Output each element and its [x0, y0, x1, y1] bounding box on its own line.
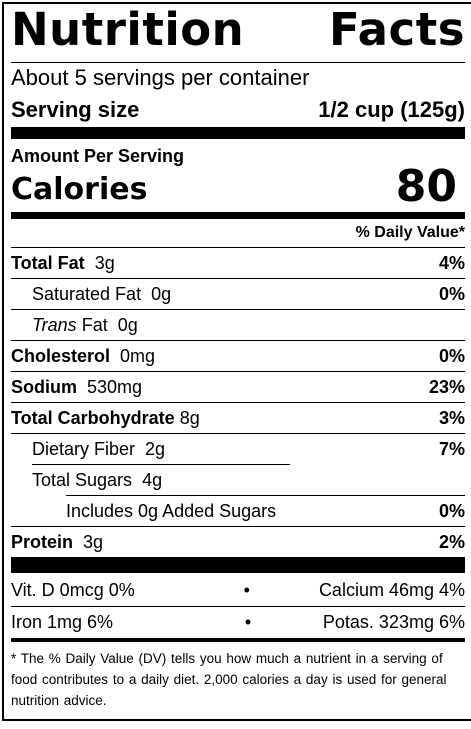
nutrient-dv: 0%	[438, 501, 465, 521]
nutrient-dv: 4%	[438, 253, 465, 273]
calcium: Calcium 46mg 4%	[318, 580, 465, 600]
nutrient-row-cholesterol: Cholesterol 0mg 0%	[11, 340, 465, 371]
thick-divider	[11, 127, 465, 139]
nutrient-dv: 3%	[438, 408, 465, 428]
nutrient-amount: 0g	[117, 315, 138, 335]
divider	[11, 606, 465, 607]
title-left: Nutrition	[11, 3, 245, 56]
nutrient-row-added-sugars: Includes 0g Added Sugars 0%	[66, 495, 465, 526]
amount-per-serving: Amount Per Serving	[11, 146, 185, 166]
bullet-separator: •	[244, 612, 252, 632]
nutrient-name: Total Sugars	[32, 470, 133, 490]
nutrient-amount: 0g	[151, 284, 172, 304]
nutrient-dv: 0%	[438, 346, 465, 366]
nutrient-name: Saturated Fat	[32, 284, 142, 304]
added-sugars-text: Includes 0g Added Sugars	[66, 501, 277, 521]
footnote: * The % Daily Value (DV) tells you how m…	[11, 651, 447, 708]
iron: Iron 1mg 6%	[11, 612, 114, 632]
nutrient-name: Protein	[11, 532, 74, 552]
vitamin-row-2: Iron 1mg 6% • Potas. 323mg 6%	[11, 607, 465, 638]
vitamin-row-1: Vit. D 0mcg 0% • Calcium 46mg 4%	[11, 573, 465, 606]
nutrient-row-total-sugars: Total Sugars 4g	[32, 464, 290, 495]
nutrient-name: Sodium	[11, 377, 77, 397]
nutrient-amount: 0mg	[120, 346, 156, 366]
nutrient-row-sodium: Sodium 530mg 23%	[11, 371, 465, 402]
nutrient-amount: 530mg	[87, 377, 143, 397]
nutrient-row-total-carbohydrate: Total Carbohydrate 8g 3%	[11, 402, 465, 433]
nutrient-name-italic: Trans	[32, 315, 77, 335]
calories-value: 80	[395, 161, 457, 212]
nutrient-dv: 0%	[438, 284, 465, 304]
nutrient-name: Total Fat	[11, 253, 85, 273]
nutrient-row-dietary-fiber: Dietary Fiber 2g 7%	[11, 433, 465, 464]
nutrient-amount: 4g	[142, 470, 163, 490]
nutrient-dv: 23%	[428, 377, 465, 397]
nutrient-row-total-fat: Total Fat 3g 4%	[11, 247, 465, 278]
nutrient-row-saturated-fat: Saturated Fat 0g 0%	[11, 278, 465, 309]
vitamin-d: Vit. D 0mcg 0%	[11, 580, 135, 600]
bullet-separator: •	[243, 580, 250, 600]
calories-label: Calories	[11, 172, 148, 207]
medium-divider	[11, 638, 465, 642]
nutrient-name: Cholesterol	[11, 346, 111, 366]
nutrient-name: Fat	[81, 315, 108, 335]
serving-size-value: 1/2 cup (125g)	[318, 97, 465, 122]
calories-row: Calories 80	[11, 161, 465, 212]
serving-size-label: Serving size	[11, 97, 140, 122]
nutrient-name: Dietary Fiber	[32, 439, 136, 459]
nutrient-dv: 2%	[438, 532, 465, 552]
divider	[11, 62, 465, 63]
nutrient-name: Total Carbohydrate	[11, 408, 175, 428]
nutrient-amount: 2g	[145, 439, 166, 459]
nutrient-amount: 8g	[179, 408, 200, 428]
title-right: Facts	[329, 3, 465, 56]
nutrient-row-trans-fat: Trans Fat 0g	[11, 309, 465, 340]
potassium: Potas. 323mg 6%	[322, 612, 465, 632]
nutrient-row-protein: Protein 3g 2%	[11, 526, 465, 557]
label-title: Nutrition Facts	[11, 4, 465, 62]
thick-divider	[11, 557, 465, 573]
servings-per-container: About 5 servings per container	[11, 65, 310, 90]
nutrient-amount: 3g	[94, 253, 115, 273]
nutrient-amount: 3g	[83, 532, 104, 552]
daily-value-header: % Daily Value*	[355, 224, 465, 241]
nutrient-dv: 7%	[438, 439, 465, 459]
medium-divider	[11, 212, 465, 219]
serving-size-row: Serving size 1/2 cup (125g)	[11, 95, 465, 127]
